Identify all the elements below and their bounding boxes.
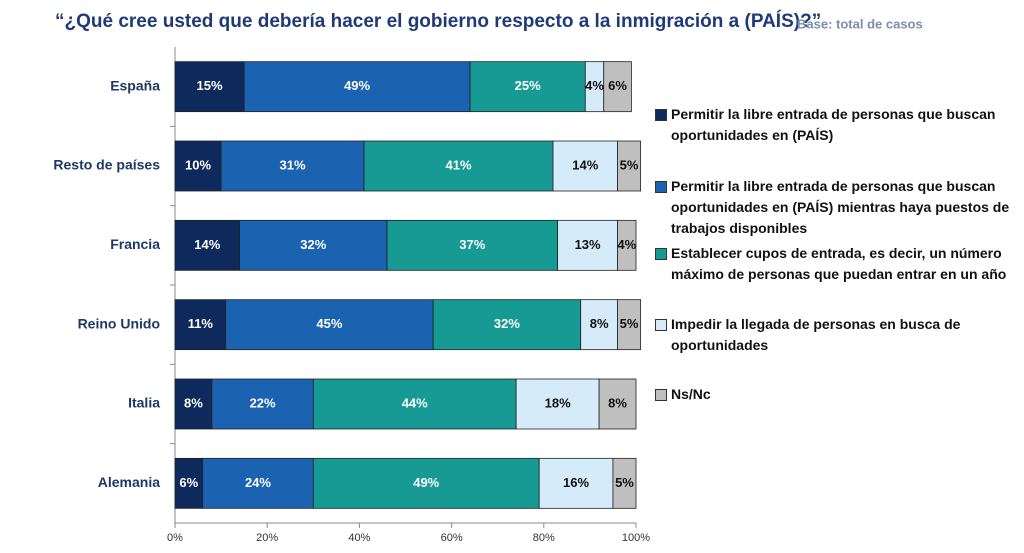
- value-label: 16%: [563, 475, 589, 490]
- x-tick-label: 40%: [348, 532, 370, 544]
- value-label: 49%: [413, 475, 439, 490]
- value-label: 14%: [572, 157, 598, 172]
- x-tick-label: 80%: [533, 532, 555, 544]
- bar-segment: [557, 219, 618, 271]
- legend-swatch: [655, 109, 667, 121]
- legend-label: Impedir la llegada de personas en busca …: [671, 316, 961, 353]
- legend-label: Permitir la libre entrada de personas qu…: [671, 106, 996, 143]
- bar-segment: [174, 299, 227, 351]
- value-label: 5%: [615, 475, 634, 490]
- bar-segment: [220, 140, 365, 192]
- legend-item: Ns/Nc: [655, 384, 1015, 405]
- bar-segment: [617, 219, 637, 271]
- legend-label: Ns/Nc: [671, 386, 711, 402]
- value-label: 13%: [575, 237, 601, 252]
- legend-item: Permitir la libre entrada de personas qu…: [655, 104, 1015, 146]
- y-tick-label: Alemania: [98, 474, 160, 490]
- bar-segment: [612, 457, 637, 509]
- bar-segment: [174, 219, 240, 271]
- value-label: 32%: [300, 237, 326, 252]
- bar-segment: [552, 140, 618, 192]
- bar-segment: [174, 61, 245, 113]
- bar-segment: [538, 457, 614, 509]
- legend-item: Permitir la libre entrada de personas qu…: [655, 176, 1015, 239]
- bar-segment: [174, 140, 222, 192]
- value-label: 37%: [459, 237, 485, 252]
- bar-segment: [386, 219, 559, 271]
- value-label: 31%: [280, 157, 306, 172]
- value-label: 44%: [402, 395, 428, 410]
- value-label: 45%: [316, 316, 342, 331]
- value-label: 5%: [620, 316, 639, 331]
- value-label: 22%: [250, 395, 276, 410]
- bar-segment: [363, 140, 554, 192]
- bar-segment: [243, 61, 471, 113]
- bar-segment: [598, 378, 637, 430]
- legend-item: Impedir la llegada de personas en busca …: [655, 314, 1015, 356]
- y-tick-label: Resto de países: [53, 157, 160, 173]
- legend-item: Establecer cupos de entrada, es decir, u…: [655, 243, 1015, 285]
- chart-subtitle: Base: total de casos: [797, 16, 923, 31]
- bar-segment: [211, 378, 314, 430]
- x-tick-label: 60%: [441, 532, 463, 544]
- y-tick-label: Reino Unido: [78, 315, 160, 331]
- bar-segment: [617, 299, 642, 351]
- value-label: 6%: [608, 78, 627, 93]
- value-label: 15%: [197, 78, 223, 93]
- value-label: 25%: [515, 78, 541, 93]
- value-label: 8%: [590, 316, 609, 331]
- legend-swatch: [655, 389, 667, 401]
- value-label: 32%: [494, 316, 520, 331]
- value-label: 10%: [185, 157, 211, 172]
- value-label: 5%: [620, 157, 639, 172]
- bar-segment: [239, 219, 388, 271]
- y-tick-label: España: [110, 77, 160, 93]
- value-label: 14%: [194, 237, 220, 252]
- bar-segment: [174, 457, 204, 509]
- value-label: 41%: [445, 157, 471, 172]
- value-label: 24%: [245, 475, 271, 490]
- x-tick-label: 100%: [622, 532, 650, 544]
- legend-swatch: [655, 319, 667, 331]
- y-tick-label: Italia: [128, 395, 160, 411]
- bar-segment: [515, 378, 600, 430]
- bar-segment: [617, 140, 642, 192]
- bar-segment: [225, 299, 434, 351]
- legend-swatch: [655, 248, 667, 260]
- bar-segment: [312, 457, 540, 509]
- x-tick-label: 0%: [167, 532, 183, 544]
- value-label: 8%: [608, 395, 627, 410]
- legend-label: Permitir la libre entrada de personas qu…: [671, 178, 1010, 236]
- bar-segment: [202, 457, 314, 509]
- legend-label: Establecer cupos de entrada, es decir, u…: [671, 245, 1007, 282]
- value-label: 6%: [179, 475, 198, 490]
- chart-title: “¿Qué cree usted que debería hacer el go…: [55, 10, 821, 32]
- bar-segment: [469, 61, 586, 113]
- y-tick-label: Francia: [110, 236, 160, 252]
- value-label: 11%: [188, 316, 214, 331]
- value-label: 18%: [545, 395, 571, 410]
- bar-segment: [174, 378, 213, 430]
- legend-swatch: [655, 181, 667, 193]
- value-label: 8%: [184, 395, 203, 410]
- bar-segment: [603, 61, 632, 113]
- value-label: 49%: [344, 78, 370, 93]
- x-tick-label: 20%: [256, 532, 278, 544]
- value-label: 4%: [585, 78, 604, 93]
- bar-segment: [312, 378, 517, 430]
- value-label: 4%: [617, 237, 636, 252]
